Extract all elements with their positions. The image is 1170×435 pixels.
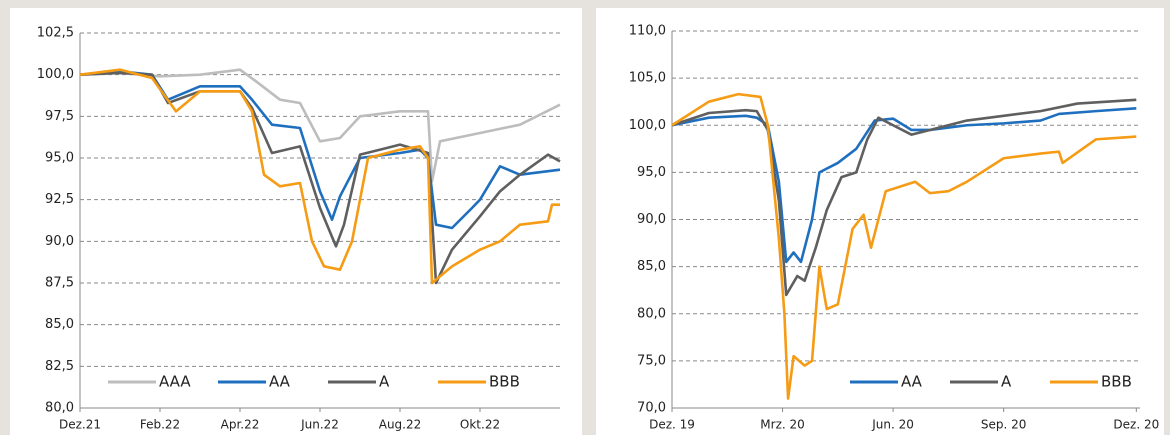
x-tick-label: Sep. 20 [981,418,1027,432]
legend-label: AAA [159,373,191,391]
legend-label: A [379,373,390,391]
y-tick-label: 85,0 [45,317,74,332]
legend-label: AA [901,373,923,391]
y-tick-label: 75,0 [637,353,666,368]
y-tick-label: 90,0 [637,212,666,227]
y-tick-label: 100,0 [629,118,666,133]
y-tick-label: 95,0 [45,151,74,166]
x-tick-label: Dez. 20 [1113,418,1159,432]
y-tick-label: 82,5 [45,359,74,374]
x-tick-label: Okt.22 [460,418,500,432]
x-tick-label: Jun. 20 [871,418,914,432]
x-tick-label: Dez.21 [59,418,101,432]
legend-label: AA [269,373,291,391]
legend-label: A [1001,373,1012,391]
series-line [79,70,561,230]
y-tick-label: 87,5 [45,276,74,291]
legend-label: BBB [1101,373,1132,391]
x-tick-label: Feb.22 [140,418,180,432]
y-tick-label: 105,0 [629,71,666,86]
y-tick-label: 70,0 [637,401,666,416]
y-tick-label: 100,0 [37,67,74,82]
x-tick-label: Apr.22 [221,418,260,432]
left-panel [10,8,582,435]
y-tick-label: 102,5 [37,26,74,41]
y-tick-label: 110,0 [629,24,666,39]
y-tick-label: 97,5 [45,109,74,124]
series-line [671,98,1137,297]
y-tick-label: 95,0 [637,165,666,180]
y-tick-label: 80,0 [637,306,666,321]
y-tick-label: 80,0 [45,401,74,416]
series-line [671,92,1137,400]
x-tick-label: Aug.22 [379,418,422,432]
legend-label: BBB [489,373,520,391]
series-line [79,68,561,183]
x-tick-label: Jun.22 [300,418,339,432]
x-tick-label: Dez. 19 [649,418,695,432]
y-tick-label: 85,0 [637,259,666,274]
right-panel [596,8,1164,435]
x-tick-label: Mrz. 20 [760,418,804,432]
series-line [79,68,560,285]
y-tick-label: 92,5 [45,192,74,207]
y-tick-label: 90,0 [45,234,74,249]
series-line [79,71,561,285]
